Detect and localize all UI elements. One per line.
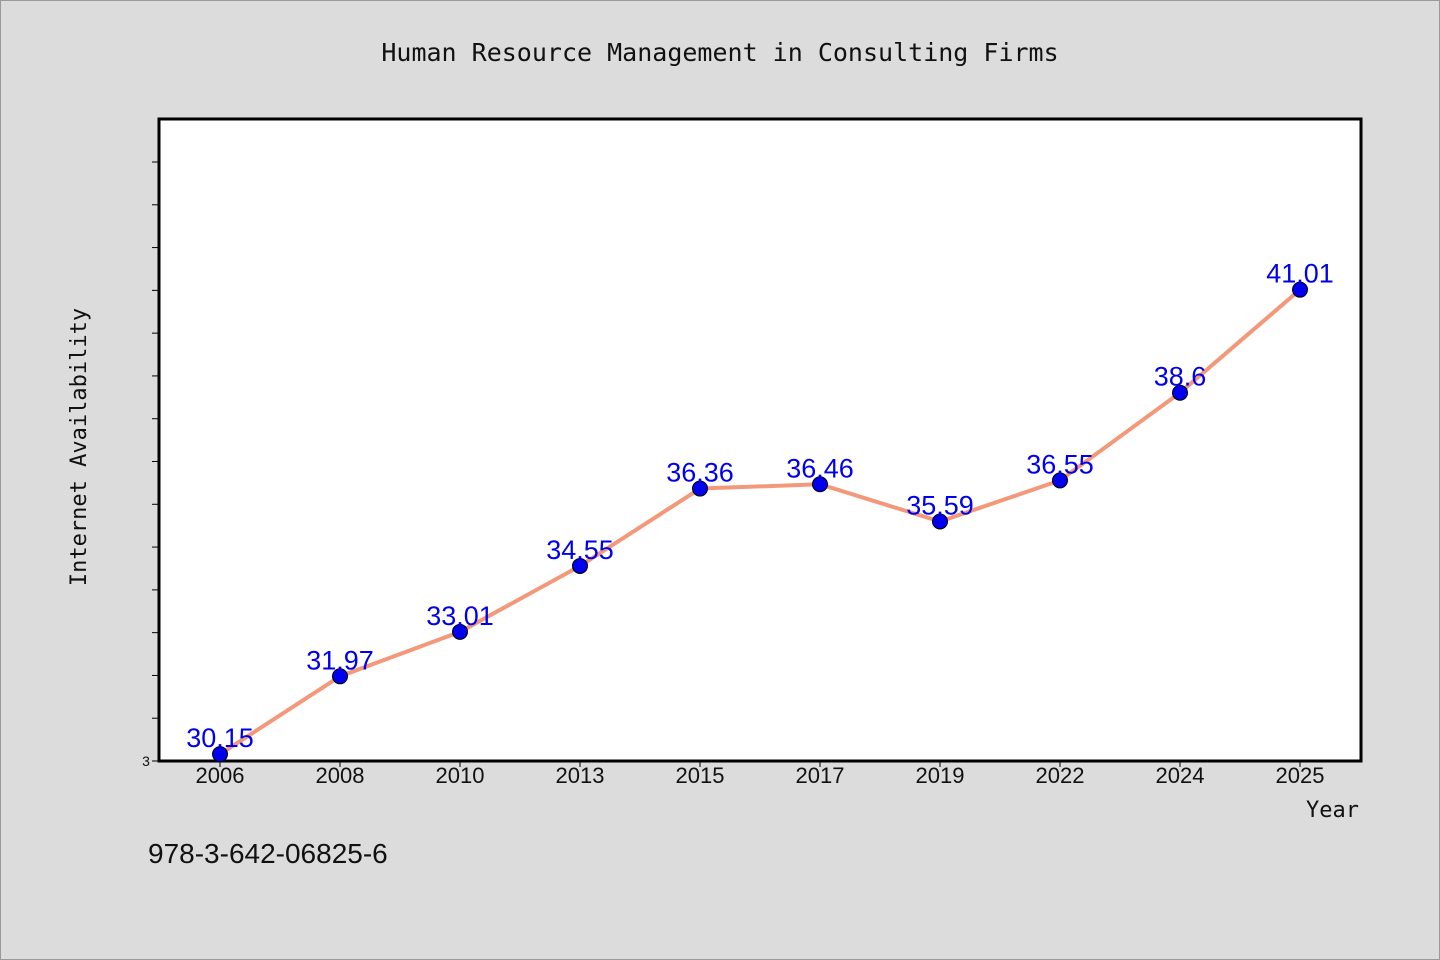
x-tick-label: 2006 — [196, 763, 245, 788]
x-tick-label: 2025 — [1276, 763, 1325, 788]
x-tick-label: 2008 — [316, 763, 365, 788]
data-label: 36.36 — [666, 458, 734, 488]
y-tick-label: 3 — [142, 753, 150, 769]
x-axis-tick-labels: 2006 2008 2010 2013 2015 2017 2019 2022 2024 2025 — [196, 763, 1325, 788]
x-tick-label: 2010 — [436, 763, 485, 788]
data-label: 31.97 — [306, 645, 374, 675]
data-label: 36.55 — [1026, 449, 1094, 479]
x-tick-label: 2019 — [916, 763, 965, 788]
data-point — [1292, 281, 1308, 298]
data-label: 36.46 — [786, 453, 854, 483]
isbn-footnote: 978-3-642-06825-6 — [148, 838, 388, 869]
data-point — [332, 668, 348, 685]
x-tick-label: 2017 — [796, 763, 845, 788]
x-tick-label: 2022 — [1036, 763, 1085, 788]
series-line — [218, 288, 1302, 756]
data-point — [452, 623, 468, 640]
x-tick-label: 2015 — [676, 763, 725, 788]
data-markers — [212, 281, 1308, 763]
data-point — [572, 557, 588, 574]
data-point — [812, 476, 828, 493]
data-label: 33.01 — [426, 601, 494, 631]
data-label: 38.6 — [1154, 362, 1207, 392]
data-point — [932, 513, 948, 530]
y-axis-ticks — [152, 161, 159, 762]
data-point — [1172, 384, 1188, 401]
y-axis-label: Internet Availability — [67, 308, 92, 586]
data-point — [1052, 472, 1068, 489]
x-axis-label: Year — [1306, 798, 1359, 823]
plot-area — [157, 117, 1363, 763]
x-axis-ticks — [219, 761, 1301, 767]
x-tick-label: 2013 — [556, 763, 605, 788]
data-label: 35.59 — [906, 490, 974, 520]
data-label: 34.55 — [546, 535, 614, 565]
data-label: 30.15 — [186, 723, 254, 753]
data-labels: 30.15 31.97 33.01 34.55 36.36 36.46 35.59 36.55… — [186, 259, 1334, 753]
data-label: 41.01 — [1266, 259, 1334, 289]
data-point — [692, 480, 708, 497]
x-tick-label: 2024 — [1156, 763, 1205, 788]
chart-title: Human Resource Management in Consulting … — [381, 38, 1058, 67]
data-point — [212, 746, 228, 763]
